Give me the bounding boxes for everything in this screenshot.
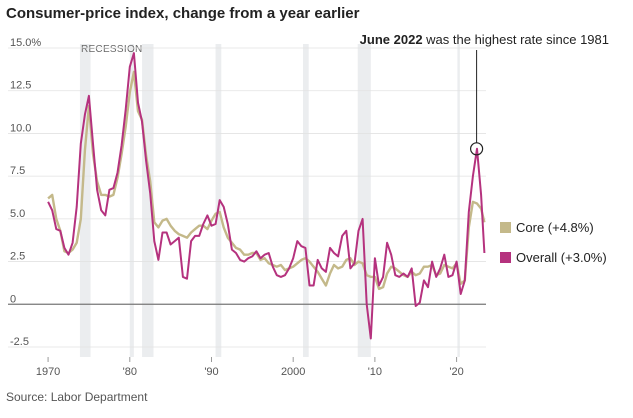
series-line-0 — [47, 70, 486, 291]
series-lines — [47, 52, 486, 340]
legend-label-1: Overall (+3.0%) — [516, 250, 607, 265]
y-tick-label: 2.5 — [10, 251, 25, 263]
x-tick-label: 2000 — [281, 366, 305, 378]
y-tick-label: 10.0 — [10, 122, 31, 134]
source-note: Source: Labor Department — [6, 390, 148, 404]
annotation-text: June 2022 was the highest rate since 198… — [360, 32, 609, 47]
x-tick-label: 1970 — [36, 366, 60, 378]
recession-band-4 — [302, 44, 309, 357]
recession-band-6 — [457, 44, 460, 357]
annotation-bold: June 2022 — [360, 32, 423, 47]
y-tick-label: 7.5 — [10, 165, 25, 177]
x-tick-label: '20 — [449, 366, 463, 378]
recession-shading — [79, 44, 460, 357]
recession-band-0 — [79, 44, 91, 357]
recession-band-1 — [129, 44, 134, 357]
annotation-rest: was the highest rate since 1981 — [423, 32, 609, 47]
y-axis-ticks: 15.0% 12.5 10.0 7.5 5.0 2.5 0 -2.5 — [10, 37, 41, 348]
recession-band-3 — [215, 44, 222, 357]
legend: Core (+4.8%) Overall (+3.0%) — [500, 220, 607, 265]
y-tick-label: 0 — [10, 293, 16, 305]
recession-band-2 — [142, 44, 154, 357]
recession-label: RECESSION — [81, 44, 143, 55]
x-tick-label: '90 — [204, 366, 218, 378]
recession-band-5 — [357, 44, 371, 357]
y-tick-label: 15.0% — [10, 37, 41, 49]
legend-swatch-0 — [500, 222, 511, 233]
gridlines — [8, 47, 486, 348]
peak-annotation: June 2022 was the highest rate since 198… — [360, 32, 609, 156]
chart-title: Consumer-price index, change from a year… — [6, 5, 360, 22]
series-line-1 — [47, 52, 486, 340]
x-tick-label: '80 — [123, 366, 137, 378]
x-tick-label: '10 — [368, 366, 382, 378]
y-tick-label: -2.5 — [10, 336, 29, 348]
legend-swatch-1 — [500, 252, 511, 263]
y-tick-label: 5.0 — [10, 208, 25, 220]
x-axis-ticks: 1970 '80 '90 2000 '10 '20 — [36, 357, 464, 378]
legend-label-0: Core (+4.8%) — [516, 220, 594, 235]
y-tick-label: 12.5 — [10, 80, 31, 92]
annotation-circle — [470, 142, 484, 156]
